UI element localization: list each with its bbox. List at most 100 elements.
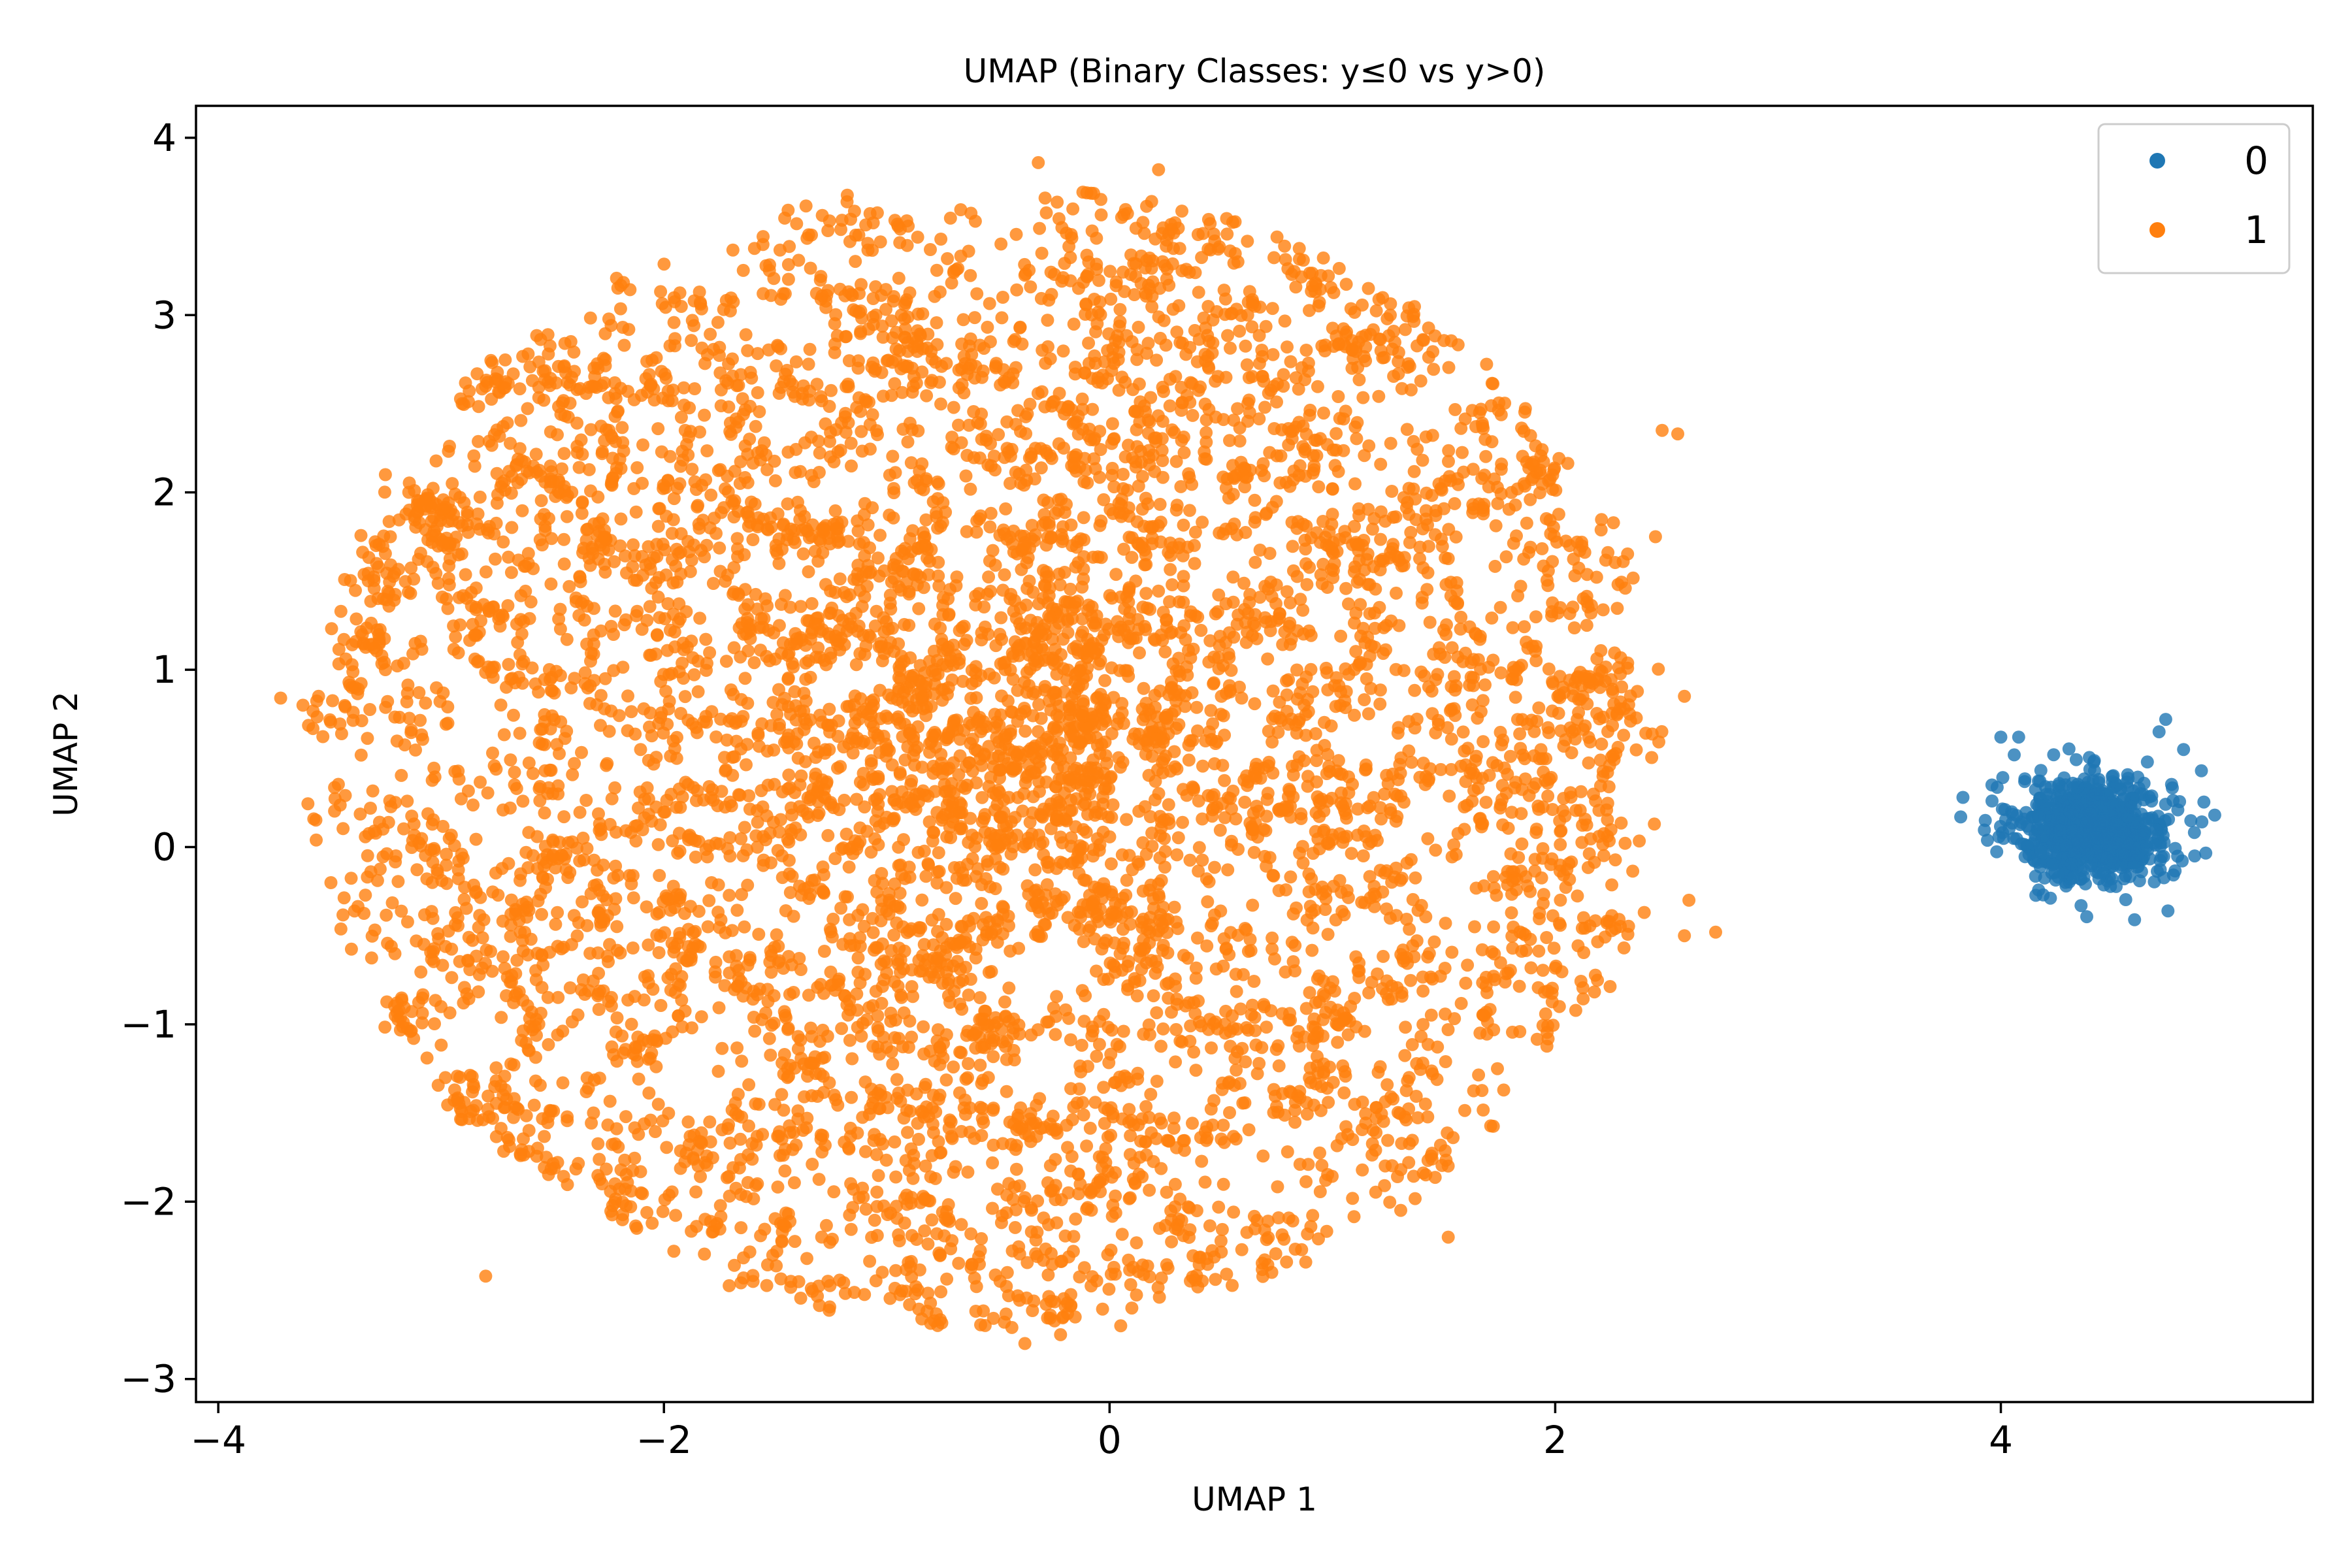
point-series-1 (1092, 274, 1105, 287)
point-series-1 (1610, 602, 1624, 615)
point-series-1 (1143, 1028, 1156, 1041)
point-series-1 (1473, 1026, 1487, 1040)
point-series-1 (527, 1098, 541, 1112)
point-series-1 (1179, 348, 1193, 361)
point-series-1 (802, 228, 815, 242)
point-series-1 (1557, 740, 1571, 753)
point-series-1 (1052, 437, 1066, 451)
point-series-1 (472, 985, 485, 999)
point-series-1 (910, 335, 924, 348)
point-series-1 (723, 831, 737, 845)
point-series-1 (1271, 1211, 1285, 1224)
point-series-1 (535, 907, 548, 921)
point-series-1 (719, 800, 732, 814)
point-series-1 (849, 304, 863, 318)
point-series-1 (859, 218, 873, 232)
point-series-1 (998, 527, 1011, 540)
point-series-1 (975, 1112, 989, 1126)
point-series-1 (988, 559, 1002, 572)
point-series-1 (384, 939, 398, 953)
point-series-1 (823, 214, 836, 228)
point-series-0 (2161, 904, 2175, 918)
point-series-1 (1173, 336, 1187, 350)
point-series-1 (617, 618, 631, 632)
point-series-1 (1163, 399, 1177, 413)
point-series-1 (1006, 672, 1020, 686)
point-series-1 (1253, 591, 1267, 604)
point-series-1 (1494, 666, 1508, 679)
point-series-0 (2173, 795, 2187, 808)
point-series-1 (1637, 906, 1651, 919)
point-series-1 (1326, 508, 1339, 521)
point-series-1 (1300, 913, 1314, 927)
point-series-1 (336, 908, 350, 922)
point-series-0 (2153, 863, 2167, 877)
point-series-1 (557, 810, 571, 824)
point-series-1 (587, 974, 600, 988)
point-series-1 (1536, 842, 1550, 855)
point-series-1 (366, 784, 380, 798)
point-series-1 (608, 781, 622, 794)
point-series-1 (354, 625, 368, 638)
point-series-1 (1250, 1067, 1264, 1081)
point-series-1 (1133, 646, 1146, 660)
point-series-1 (872, 772, 885, 785)
point-series-1 (943, 583, 956, 596)
point-series-1 (1515, 421, 1528, 435)
point-series-1 (1617, 728, 1631, 742)
point-series-1 (757, 436, 771, 449)
point-series-1 (1405, 1134, 1419, 1147)
point-series-1 (516, 944, 530, 958)
point-series-1 (1319, 892, 1333, 906)
point-series-1 (901, 1126, 914, 1139)
point-series-0 (2033, 810, 2046, 823)
point-series-0 (2149, 823, 2163, 837)
point-series-1 (1235, 1041, 1249, 1055)
point-series-1 (556, 1076, 570, 1090)
point-series-1 (613, 946, 627, 960)
point-series-1 (814, 1128, 828, 1142)
point-series-1 (1369, 582, 1382, 596)
point-series-1 (1290, 901, 1303, 915)
point-series-1 (582, 463, 596, 476)
point-series-1 (1122, 583, 1135, 596)
point-series-1 (1303, 403, 1317, 417)
point-series-1 (1383, 1196, 1397, 1209)
point-series-1 (1124, 268, 1137, 282)
point-series-1 (1421, 1110, 1435, 1124)
point-series-1 (893, 766, 907, 779)
point-series-1 (783, 781, 797, 794)
point-series-1 (871, 1009, 885, 1022)
point-series-1 (645, 814, 659, 828)
point-series-1 (1374, 532, 1388, 546)
point-series-1 (849, 658, 863, 672)
point-series-1 (489, 516, 503, 530)
point-series-1 (1318, 903, 1332, 916)
point-series-1 (1170, 325, 1184, 339)
point-series-1 (921, 1286, 935, 1300)
point-series-1 (1491, 1062, 1504, 1075)
point-series-1 (760, 463, 774, 476)
point-series-1 (584, 484, 597, 498)
point-series-1 (1009, 417, 1022, 431)
point-series-0 (2148, 875, 2161, 889)
point-series-1 (1487, 920, 1501, 934)
point-series-1 (412, 686, 426, 700)
point-series-1 (1238, 922, 1252, 935)
point-series-1 (1268, 1089, 1282, 1103)
point-series-1 (853, 287, 866, 301)
point-series-1 (1043, 352, 1057, 366)
point-series-1 (1588, 985, 1601, 999)
point-series-1 (1299, 557, 1313, 570)
point-series-1 (1149, 232, 1162, 246)
point-series-1 (380, 908, 393, 922)
point-series-1 (1260, 859, 1273, 873)
point-series-1 (666, 834, 679, 847)
point-series-1 (515, 504, 529, 517)
point-series-1 (1132, 320, 1145, 334)
point-series-1 (778, 1164, 792, 1178)
point-series-0 (2119, 893, 2132, 906)
point-series-1 (1266, 302, 1279, 316)
point-series-1 (1260, 1021, 1273, 1034)
point-series-1 (301, 797, 315, 811)
